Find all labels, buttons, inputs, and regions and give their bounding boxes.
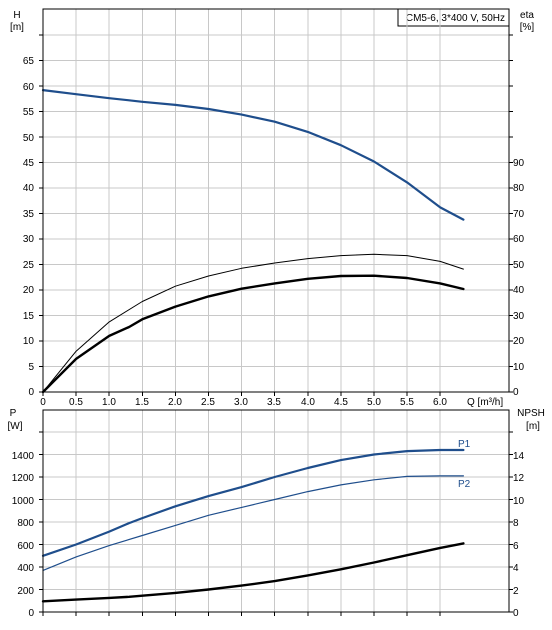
bottom-panel-frame bbox=[42, 409, 510, 613]
bottom-right-axis-ticks: 0 2 4 6 8 10 12 14 bbox=[513, 451, 525, 619]
chart-title: CM5-6, 3*400 V, 50Hz bbox=[406, 13, 505, 24]
bottom-left-axis-label-line2: [W] bbox=[8, 421, 23, 432]
q-tick-label: 5.5 bbox=[400, 397, 414, 408]
h-tick-label: 65 bbox=[23, 56, 35, 67]
q-tick-label: 4.5 bbox=[334, 397, 348, 408]
p-tick-label: 600 bbox=[17, 541, 34, 552]
top-panel-grid bbox=[39, 9, 513, 396]
q-tick-label: 3.0 bbox=[234, 397, 248, 408]
bottom-right-axis-label-line1: NPSH bbox=[517, 408, 545, 419]
top-x-axis-ticks: 0 0.5 1.0 1.5 2.0 2.5 3.0 3.5 4.0 4.5 5.… bbox=[40, 397, 447, 408]
q-tick-label: 0.5 bbox=[69, 397, 83, 408]
h-tick-label: 0 bbox=[28, 387, 34, 398]
h-tick-label: 5 bbox=[28, 362, 34, 373]
p2-curve bbox=[42, 475, 464, 571]
npsh-tick-label: 0 bbox=[513, 608, 519, 619]
q-tick-label: 3.5 bbox=[267, 397, 281, 408]
bottom-left-axis-ticks: 0 200 400 600 800 1000 1200 1400 bbox=[12, 451, 35, 619]
q-tick-label: 2.5 bbox=[201, 397, 215, 408]
bottom-panel-grid bbox=[39, 410, 513, 616]
npsh-curve bbox=[41, 542, 465, 603]
eta-tick-label: 70 bbox=[513, 209, 525, 220]
h-tick-label: 35 bbox=[23, 209, 35, 220]
eta-upper-curve bbox=[42, 253, 464, 393]
eta-tick-label: 90 bbox=[513, 158, 525, 169]
top-panel-frame bbox=[42, 8, 510, 393]
h-tick-label: 55 bbox=[23, 107, 35, 118]
npsh-tick-label: 2 bbox=[513, 586, 519, 597]
eta-tick-label: 0 bbox=[513, 387, 519, 398]
eta-tick-label: 60 bbox=[513, 234, 525, 245]
q-tick-label: 1.0 bbox=[102, 397, 116, 408]
top-right-axis-label-line2: [%] bbox=[520, 22, 535, 33]
eta-lower-curve bbox=[41, 274, 465, 394]
h-tick-label: 25 bbox=[23, 260, 35, 271]
eta-tick-label: 20 bbox=[513, 336, 525, 347]
eta-tick-label: 50 bbox=[513, 260, 525, 271]
npsh-tick-label: 10 bbox=[513, 496, 525, 507]
eta-tick-label: 10 bbox=[513, 362, 525, 373]
p1-curve-label: P1 bbox=[458, 439, 471, 450]
h-tick-label: 50 bbox=[23, 133, 35, 144]
q-tick-label: 6.0 bbox=[433, 397, 447, 408]
p-tick-label: 800 bbox=[17, 518, 34, 529]
q-tick-label: 0 bbox=[40, 397, 46, 408]
bottom-right-axis-label-line2: [m] bbox=[526, 421, 540, 432]
top-panel-curves bbox=[41, 89, 465, 394]
top-left-axis-ticks: 0 5 10 15 20 25 30 35 40 45 50 55 60 65 bbox=[23, 56, 35, 398]
eta-tick-label: 40 bbox=[513, 285, 525, 296]
p-tick-label: 1200 bbox=[12, 473, 35, 484]
p-tick-label: 200 bbox=[17, 586, 34, 597]
h-tick-label: 15 bbox=[23, 311, 35, 322]
top-right-axis-label-line1: eta bbox=[520, 10, 534, 21]
eta-tick-label: 80 bbox=[513, 183, 525, 194]
q-tick-label: 1.5 bbox=[135, 397, 149, 408]
h-tick-label: 30 bbox=[23, 234, 35, 245]
npsh-tick-label: 8 bbox=[513, 518, 519, 529]
x-axis-label: Q [m³/h] bbox=[467, 397, 503, 408]
npsh-tick-label: 6 bbox=[513, 541, 519, 552]
p1-curve bbox=[41, 448, 465, 557]
p-tick-label: 400 bbox=[17, 563, 34, 574]
bottom-left-axis-label-line1: P bbox=[10, 408, 17, 419]
h-tick-label: 45 bbox=[23, 158, 35, 169]
eta-tick-label: 30 bbox=[513, 311, 525, 322]
p-tick-label: 0 bbox=[28, 608, 34, 619]
bottom-panel-curves bbox=[41, 448, 465, 603]
h-tick-label: 40 bbox=[23, 183, 35, 194]
p-tick-label: 1400 bbox=[12, 451, 35, 462]
p2-curve-label: P2 bbox=[458, 479, 471, 490]
npsh-tick-label: 14 bbox=[513, 451, 525, 462]
q-tick-label: 2.0 bbox=[168, 397, 182, 408]
h-tick-label: 20 bbox=[23, 285, 35, 296]
p-tick-label: 1000 bbox=[12, 496, 35, 507]
h-curve bbox=[41, 89, 465, 221]
h-tick-label: 60 bbox=[23, 82, 35, 93]
top-right-axis-ticks: 0 10 20 30 40 50 60 70 80 90 bbox=[513, 158, 525, 398]
q-tick-label: 4.0 bbox=[301, 397, 315, 408]
q-tick-label: 5.0 bbox=[367, 397, 381, 408]
top-left-axis-label-line1: H bbox=[13, 10, 20, 21]
h-tick-label: 10 bbox=[23, 336, 35, 347]
npsh-tick-label: 12 bbox=[513, 473, 525, 484]
npsh-tick-label: 4 bbox=[513, 563, 519, 574]
top-left-axis-label-line2: [m] bbox=[10, 22, 24, 33]
